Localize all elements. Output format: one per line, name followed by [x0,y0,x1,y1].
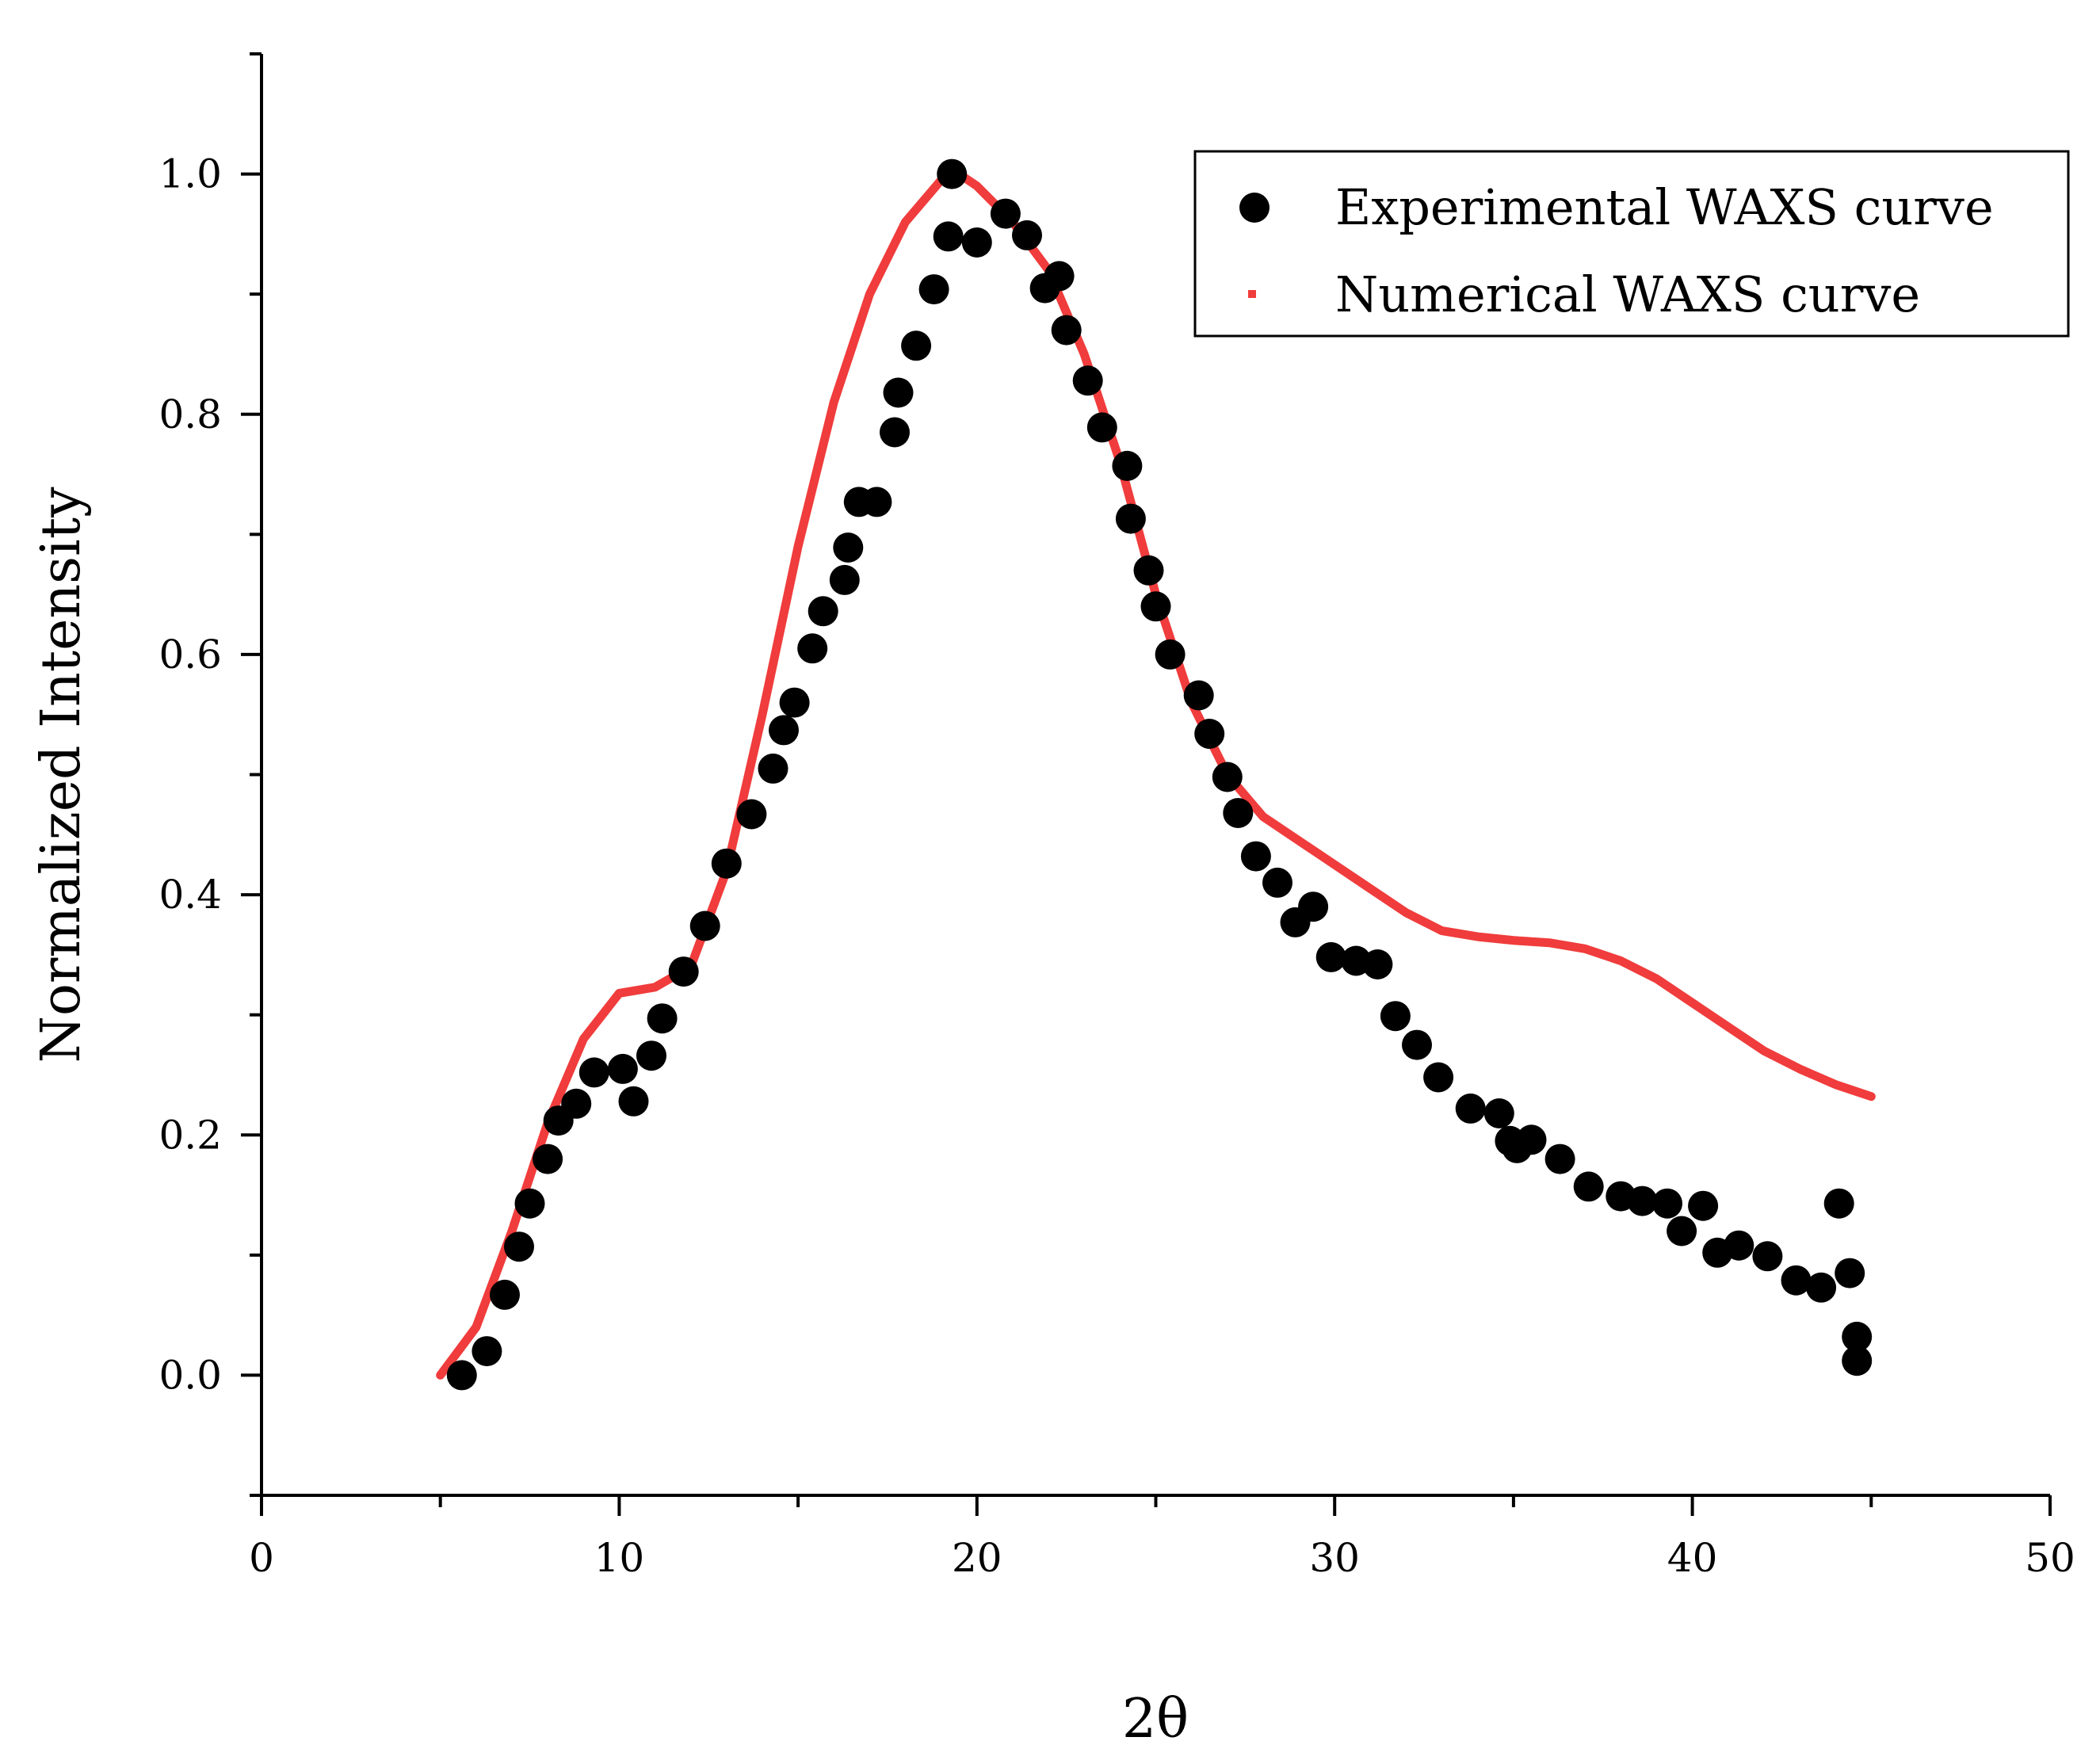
experimental-data-point [833,533,864,563]
experimental-data-point [1183,680,1214,711]
experimental-data-point [769,715,799,746]
legend-box [1193,150,2070,338]
experimental-data-point [880,417,910,448]
x-tick-label: 0 [249,1535,274,1581]
experimental-data-point [1112,450,1143,481]
experimental-data-point [607,1053,638,1084]
experimental-data-point [578,1057,609,1088]
x-tick-label: 40 [1667,1535,1718,1581]
experimental-data-point [1315,941,1346,972]
experimental-data-point [1652,1188,1682,1219]
experimental-data-point [937,158,968,189]
experimental-data-point [1194,719,1225,749]
x-axis-ticks [260,1495,2052,1516]
experimental-data-point [1627,1185,1658,1216]
experimental-data-point [1842,1346,1873,1376]
experimental-data-point [1483,1098,1514,1128]
experimental-data-point [490,1279,520,1310]
plot-series [436,158,1876,1391]
y-tick-label: 0.0 [158,1352,222,1398]
experimental-data-point [1362,949,1393,979]
x-tick-label: 10 [594,1535,645,1581]
experimental-data-point [779,687,810,718]
experimental-data-point [504,1231,534,1262]
experimental-data-point [990,198,1021,229]
y-tick-label: 0.2 [158,1112,222,1158]
legend-marker-numerical [1248,290,1256,298]
x-axis-title: 2θ [1122,1688,1189,1750]
experimental-data-point [1823,1188,1854,1219]
experimental-data-point [1455,1093,1486,1124]
x-tick-label: 30 [1309,1535,1360,1581]
y-tick-label: 1.0 [158,151,222,197]
experimental-data-point [561,1088,592,1119]
experimental-data-point [1155,639,1186,670]
experimental-data-point [861,487,892,517]
experimental-data-point [1115,503,1146,534]
experimental-data-point [797,633,828,664]
experimental-data-point [1423,1062,1454,1093]
experimental-data-point [1667,1216,1697,1247]
experimental-data-point [1544,1143,1575,1174]
experimental-data-point [1086,412,1117,443]
y-tick-label: 0.4 [158,872,222,918]
experimental-data-point [668,956,699,987]
experimental-data-point [1842,1321,1873,1352]
experimental-data-point [933,221,964,252]
experimental-data-point [1516,1124,1547,1155]
experimental-data-point [961,227,992,258]
experimental-data-point [1072,365,1103,396]
experimental-data-point [1688,1190,1719,1221]
experimental-data-point [636,1040,666,1071]
experimental-data-point [1781,1265,1812,1296]
legend-marker-experimental [1239,193,1270,223]
experimental-data-point [514,1188,545,1219]
experimental-data-point [1051,315,1082,346]
experimental-data-point [1298,891,1329,922]
x-tick-label: 50 [2025,1535,2075,1581]
y-axis-title: Normalized Intensity [30,487,93,1063]
experimental-data-point [1262,867,1292,898]
experimental-data-point [1140,591,1171,622]
experimental-data-point [1724,1230,1754,1261]
experimental-data-point [1012,220,1042,250]
legend-label-experimental: Experimental WAXS curve [1335,178,1994,236]
experimental-data-point [472,1336,502,1367]
experimental-data-point [1044,261,1075,292]
experimental-data-point [736,799,767,830]
experimental-data-point [808,596,838,627]
experimental-data-point [711,848,742,879]
y-tick-label: 0.8 [158,391,222,437]
experimental-data-point [883,377,914,408]
y-axis-tick-labels: 0.0 0.2 0.4 0.6 0.8 1.0 [158,151,222,1399]
experimental-data-point [1835,1258,1865,1289]
experimental-data-point [1133,555,1164,586]
experimental-data-point [901,330,932,361]
legend: Experimental WAXS curve Numerical WAXS c… [1193,150,2070,338]
experimental-data-point [618,1086,649,1117]
experimental-data-point [689,911,720,941]
y-axis-ticks [241,52,262,1497]
experimental-data-point [1223,798,1254,828]
x-axis-tick-labels: 0 10 20 30 40 50 [249,1535,2075,1581]
experimental-data-point [1573,1171,1604,1202]
experimental-data-point [918,274,949,305]
experimental-data-point [1806,1272,1837,1303]
experimental-data-point [446,1360,477,1391]
y-tick-label: 0.6 [158,632,222,678]
experimental-data-point [1402,1029,1432,1060]
experimental-data-point [758,753,788,784]
x-tick-label: 20 [952,1535,1002,1581]
experimental-data-point [1212,762,1243,792]
experimental-data-point [1240,841,1271,872]
experimental-data-point [829,564,860,595]
experimental-data-point [647,1003,678,1034]
experimental-data-point [1380,1001,1411,1032]
legend-label-numerical: Numerical WAXS curve [1335,265,1920,323]
experimental-data-point [1752,1241,1783,1272]
experimental-data-point [533,1143,563,1174]
